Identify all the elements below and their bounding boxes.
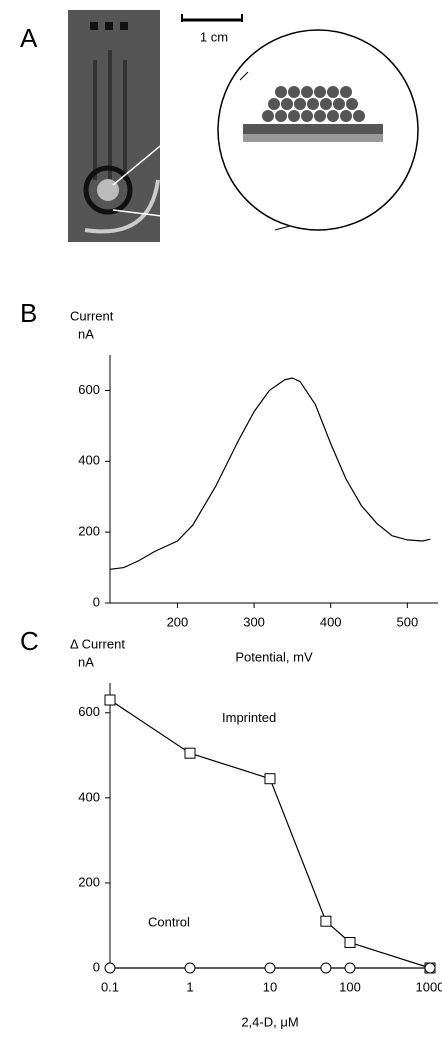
x-tick-label: 500: [396, 614, 418, 629]
y-axis-unit: nA: [78, 654, 94, 669]
marker: [104, 962, 116, 974]
data-line: [109, 377, 431, 570]
x-tick-label: 1: [186, 979, 193, 994]
zoom-inset: [217, 29, 419, 231]
marker: [264, 773, 276, 785]
y-axis-label: Δ Current: [70, 636, 125, 651]
marker: [264, 962, 276, 974]
x-tick-label: 400: [320, 614, 342, 629]
x-tick-label: 10: [263, 979, 277, 994]
marker: [184, 747, 196, 759]
y-tick-label: 400: [78, 789, 100, 804]
x-axis-label: 2,4-D, μM: [241, 1014, 298, 1029]
marker: [424, 962, 436, 974]
y-tick-label: 0: [93, 959, 100, 974]
x-tick-label: 100: [339, 979, 361, 994]
y-tick-label: 600: [78, 704, 100, 719]
x-tick-label: 1000: [416, 979, 442, 994]
marker: [320, 962, 332, 974]
x-axis-label: Potential, mV: [235, 649, 313, 664]
data-line: [109, 699, 431, 969]
electrode-photo: [68, 10, 276, 242]
panel-label: A: [20, 23, 38, 53]
marker: [184, 962, 196, 974]
y-tick-label: 600: [78, 382, 100, 397]
x-tick-label: 200: [167, 614, 189, 629]
series-label: Imprinted: [222, 710, 276, 725]
panel-label: B: [20, 298, 37, 328]
y-tick-label: 0: [93, 594, 100, 609]
x-tick-label: 300: [243, 614, 265, 629]
marker: [344, 936, 356, 948]
y-tick-label: 200: [78, 874, 100, 889]
scale-bar: 1 cm: [181, 14, 243, 44]
y-axis-label: Current: [70, 308, 114, 323]
y-axis-unit: nA: [78, 326, 94, 341]
series-label: Control: [148, 914, 190, 929]
marker: [344, 962, 356, 974]
y-tick-label: 200: [78, 524, 100, 539]
marker: [320, 915, 332, 927]
x-tick-label: 0.1: [101, 979, 119, 994]
panel-label: C: [20, 626, 39, 656]
y-tick-label: 400: [78, 453, 100, 468]
scale-label: 1 cm: [200, 29, 228, 44]
marker: [104, 694, 116, 706]
